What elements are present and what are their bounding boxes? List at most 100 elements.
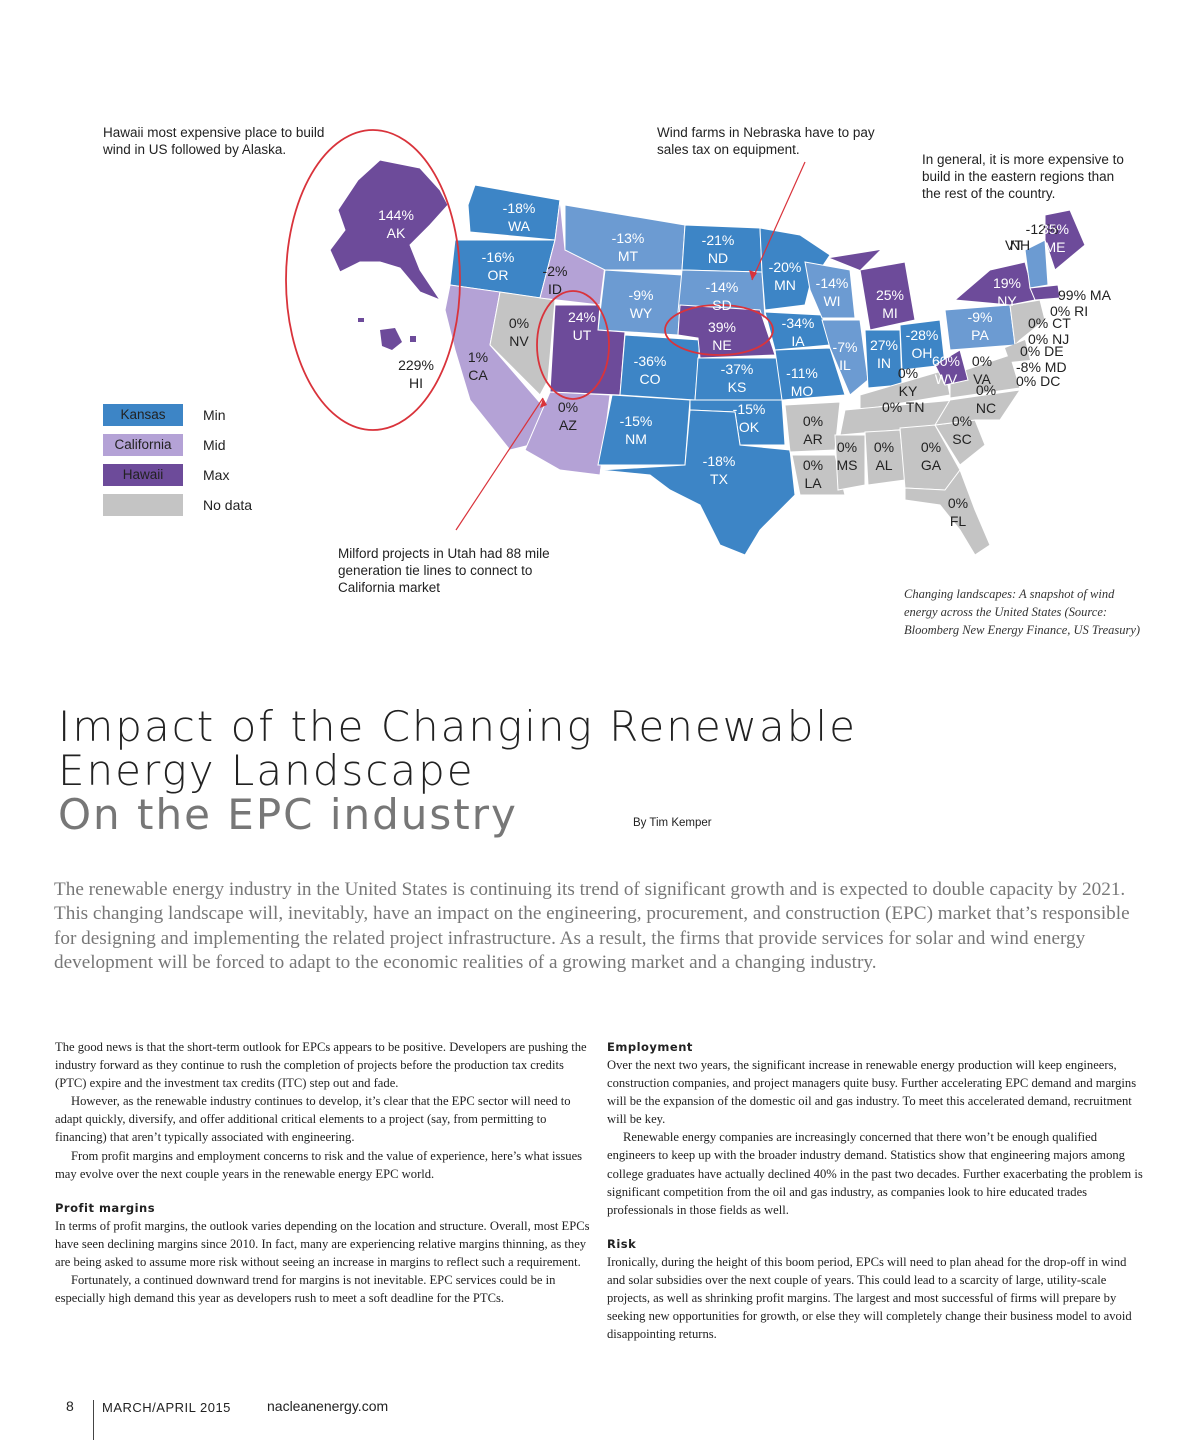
legend-swatch-nodata (103, 494, 183, 516)
footer-divider (93, 1400, 94, 1440)
state-mi-up (830, 250, 880, 270)
website-link[interactable]: nacleanenergy.com (267, 1398, 389, 1414)
state-md-label: -8% MD (1016, 359, 1067, 375)
state-fl-value: 0% (948, 495, 968, 511)
legend-label-nodata: No data (203, 497, 253, 513)
utah-highlight-circle (536, 290, 610, 400)
state-ks-value: -37% (721, 361, 754, 377)
state-wy-code: WY (630, 305, 653, 321)
utah-arrow (455, 397, 544, 531)
state-mo (774, 347, 846, 401)
state-ak-code: AK (387, 225, 406, 241)
state-mt (564, 204, 686, 271)
wind-cost-map-figure: 144% AK 229% HI -18% WA -16% OR -2% ID -13% MT -21% N… (0, 0, 1181, 680)
state-hi-code: HI (409, 375, 423, 391)
state-ak-value: 144% (378, 207, 414, 223)
state-wi (804, 261, 856, 319)
eastern-annotation: In general, it is more expensive to buil… (922, 152, 1124, 201)
state-dc-label: 0% DC (1016, 373, 1060, 389)
legend-label-max: Max (203, 467, 230, 483)
legend-label-min: Min (203, 407, 226, 423)
state-nv-value: 0% (509, 315, 529, 331)
hawaii-annotation: Hawaii most expensive place to build win… (103, 125, 325, 157)
state-ia-value: -34% (782, 315, 815, 331)
state-id-code: ID (548, 281, 562, 297)
state-nm-code: NM (625, 431, 647, 447)
state-ia-code: IA (791, 333, 805, 349)
state-nm (597, 394, 691, 466)
state-ny-code: NY (997, 293, 1017, 309)
state-az-value: 0% (558, 399, 578, 415)
state-tn-label: 0% TN (882, 399, 925, 415)
state-il-value: -7% (833, 339, 858, 355)
state-al-value: 0% (874, 439, 894, 455)
state-va-code: VA (973, 371, 991, 387)
state-mt-value: -13% (612, 230, 645, 246)
state-me (1044, 209, 1086, 271)
state-md-de (1005, 340, 1030, 362)
state-de-label: 0% DE (1020, 343, 1064, 359)
state-sc-value: 0% (952, 413, 972, 429)
state-ky-code: KY (899, 383, 918, 399)
state-nc-value: 0% (976, 382, 996, 398)
state-ok-value: -15% (733, 401, 766, 417)
state-wy-value: -9% (629, 287, 654, 303)
state-nc (934, 389, 1022, 426)
state-ny-value: 19% (993, 275, 1021, 291)
state-in-value: 27% (870, 337, 898, 353)
us-states-map: 144% AK 229% HI -18% WA -16% OR -2% ID -13% MT -21% N… (285, 129, 1112, 556)
state-nc-code: NC (976, 400, 996, 416)
state-mi-value: 25% (876, 287, 904, 303)
state-mo-code: MO (791, 383, 814, 399)
state-co-code: CO (640, 371, 661, 387)
state-ri-label: 0% RI (1050, 303, 1088, 319)
left-column: The good news is that the short-term out… (55, 1038, 593, 1307)
right-paragraph-3: Ironically, during the height of this bo… (607, 1254, 1132, 1342)
right-paragraph-2: Renewable energy companies are increasin… (607, 1130, 1143, 1217)
nebraska-arrow (751, 161, 806, 281)
state-in-code: IN (877, 355, 891, 371)
state-tx-value: -18% (703, 453, 736, 469)
profit-margins-heading: Profit margins (55, 1200, 156, 1215)
state-oh-value: -28% (906, 327, 939, 343)
state-pa-value: -9% (968, 309, 993, 325)
left-paragraph-2: However, as the renewable industry conti… (55, 1094, 571, 1145)
state-mn-value: -20% (769, 259, 802, 275)
state-il-code: IL (839, 357, 851, 373)
page-number: 8 (66, 1398, 74, 1414)
legend-swatch-min: Kansas (103, 404, 183, 426)
state-fl (904, 468, 991, 556)
state-wv-code: WV (935, 371, 958, 387)
left-paragraph-3: From profit margins and employment conce… (55, 1148, 583, 1181)
legend-swatch-max: Hawaii (103, 464, 183, 486)
state-ar-value: 0% (803, 413, 823, 429)
state-tx-code: TX (710, 471, 729, 487)
state-fl-code: FL (950, 513, 967, 529)
state-wa-code: WA (508, 218, 531, 234)
state-ma (1029, 284, 1061, 301)
state-va-value: 0% (972, 353, 992, 369)
state-nd-code: ND (708, 250, 728, 266)
state-hi (380, 328, 402, 350)
state-ar (784, 401, 841, 453)
byline: By Tim Kemper (633, 817, 712, 829)
state-ca-code: CA (468, 367, 488, 383)
state-ma-label: 99% MA (1058, 287, 1112, 303)
state-ne-code: NE (712, 337, 731, 353)
state-ak (329, 159, 449, 302)
state-wa-value: -18% (503, 200, 536, 216)
state-vt-code: VT (1005, 237, 1023, 253)
state-vt-value: -12% (1026, 221, 1059, 237)
state-co-value: -36% (634, 353, 667, 369)
state-mo-value: -11% (786, 365, 818, 381)
state-ky-value: 0% (898, 365, 918, 381)
state-nv-code: NV (509, 333, 529, 349)
state-nh-code: NH (1010, 237, 1030, 253)
legend-swatch-mid: California (103, 434, 183, 456)
left-paragraph-5: Fortunately, a continued downward trend … (55, 1273, 556, 1306)
risk-heading: Risk (607, 1236, 637, 1251)
state-id-value: -2% (543, 263, 568, 279)
state-or-code: OR (488, 267, 509, 283)
state-mn (759, 227, 831, 311)
state-vt-nh (1024, 239, 1049, 289)
